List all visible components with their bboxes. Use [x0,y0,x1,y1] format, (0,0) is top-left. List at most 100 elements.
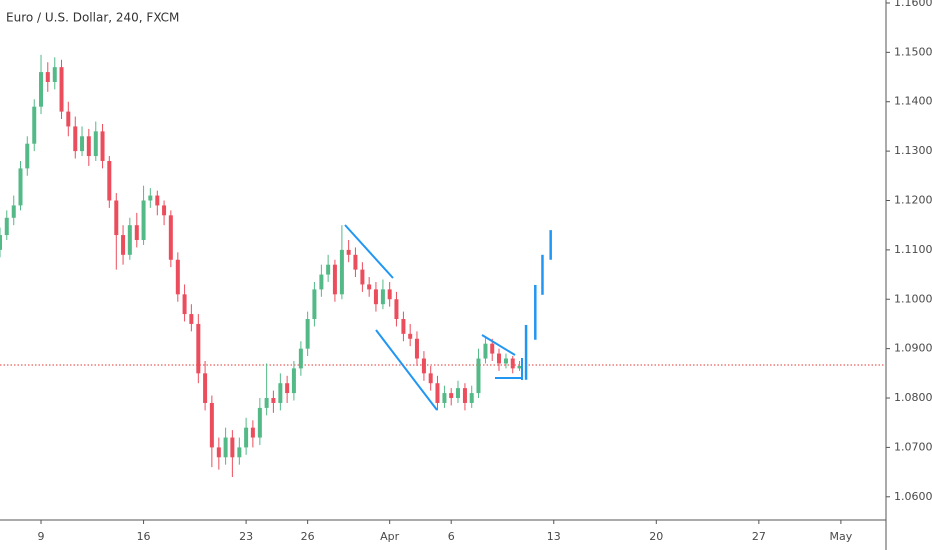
candle-body [291,368,296,394]
candle-body [182,294,187,315]
candle-body [66,111,71,127]
candle-body [250,427,255,438]
candle-body [408,333,413,339]
candle-body [148,195,153,201]
y-tick-label: 1.10000 [894,292,932,305]
candle-body [298,348,303,369]
candle-body [285,383,290,394]
candle-body [114,200,119,236]
candle-body [45,72,50,82]
candle-body [462,388,467,403]
candle-body [353,254,358,270]
candle-body [162,205,167,216]
candle-body [319,274,324,290]
candle-body [32,106,37,144]
candle-body [346,249,351,255]
candle-body [0,235,2,250]
drawings [344,224,523,411]
candle-body [39,72,44,107]
candle-body [175,259,180,295]
candle-body [360,269,365,285]
candle-body [4,217,9,236]
candle-body [230,437,235,458]
chart-title: Euro / U.S. Dollar, 240, FXCM [6,11,179,25]
candle-body [59,67,64,112]
x-tick-label: 13 [547,530,561,543]
candle-body [141,200,146,240]
candle-body [52,67,57,82]
y-tick-label: 1.12000 [894,193,932,206]
candle-body [476,358,481,394]
candle-body [189,314,194,324]
candle-body [510,358,515,369]
candle-body [121,235,126,255]
y-tick-label: 1.09000 [894,342,932,355]
candle-body [414,338,419,359]
x-tick-label: 16 [137,530,151,543]
candle-body [517,365,522,369]
x-tick-label: 9 [38,530,45,543]
x-tick-label: 23 [239,530,253,543]
candle-body [18,168,23,206]
candle-body [127,225,132,255]
y-tick-label: 1.06000 [894,490,932,503]
candle-body [387,289,392,300]
candle-body [496,353,501,364]
candle-body [93,131,98,157]
y-tick-label: 1.08000 [894,391,932,404]
candle-body [449,393,454,399]
candle-body [490,343,495,354]
candle-body [100,131,105,161]
candle-body [216,447,221,458]
x-tick-label: May [830,530,853,543]
candle-body [134,225,139,240]
candle-body [312,289,317,320]
candle-body [435,383,440,403]
candle-body [401,319,406,334]
candle-body [442,393,447,403]
candle-body [278,383,283,403]
candle-body [11,205,16,218]
candle-body [257,407,262,438]
x-tick-label: 26 [301,530,315,543]
pennant-line [481,334,516,356]
y-tick-label: 1.15000 [894,45,932,58]
candle-body [271,398,276,403]
candle-body [421,358,426,374]
x-tick-label: 27 [752,530,766,543]
candle-body [326,264,331,275]
candle-body [168,215,173,260]
candle-body [25,143,30,169]
y-tick-label: 1.11000 [894,243,932,256]
x-tick-label: 20 [649,530,663,543]
y-tick-label: 1.16000 [894,0,932,9]
y-tick-label: 1.13000 [894,144,932,157]
candle-body [332,264,337,295]
candle-body [209,402,214,448]
candle-body [244,427,249,448]
candle-body [380,289,385,305]
candle-body [483,343,488,359]
candle-body [80,136,85,152]
candle-body [203,373,208,403]
candle-body [264,398,269,408]
candle-body [373,289,378,305]
candle-body [367,284,372,290]
candle-body [73,126,78,152]
candle-body [196,323,201,374]
candle-body [455,388,460,399]
candle-body [107,160,112,201]
candle-body [155,195,160,206]
candle-body [428,373,433,384]
plot-area [0,54,886,478]
trend-line [375,329,438,411]
candle-body [339,249,344,295]
candle-body [503,358,508,364]
trend-line [344,224,394,279]
candle-body [223,437,228,458]
candle-body [394,299,399,320]
x-tick-label: 6 [448,530,455,543]
candle-body [86,136,91,157]
